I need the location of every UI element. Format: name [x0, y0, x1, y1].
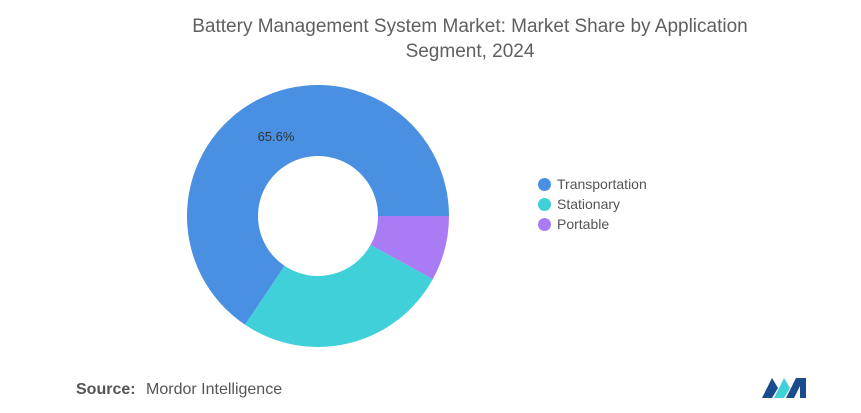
- slice-stationary: [245, 244, 433, 347]
- legend-swatch-transportation: [538, 177, 551, 191]
- slice-transportation: [186, 85, 449, 325]
- source-label: Source:: [76, 381, 136, 398]
- legend-label-transportation: Transportation: [557, 176, 647, 192]
- legend-item-portable: Portable: [538, 214, 647, 234]
- source-text: Mordor Intelligence: [146, 381, 283, 398]
- legend-swatch-portable: [538, 217, 551, 231]
- source-note: Source: Mordor Intelligence: [76, 381, 282, 399]
- legend-item-stationary: Stationary: [538, 194, 647, 214]
- mordor-intelligence-logo-icon: [762, 378, 806, 398]
- legend-item-transportation: Transportation: [538, 174, 647, 194]
- chart-legend: Transportation Stationary Portable: [538, 174, 647, 234]
- legend-label-portable: Portable: [557, 216, 610, 232]
- legend-swatch-stationary: [538, 197, 551, 211]
- legend-label-stationary: Stationary: [557, 196, 621, 212]
- data-label-transportation: 65.6%: [258, 129, 295, 144]
- chart-title: Battery Management System Market: Market…: [192, 16, 748, 62]
- slice-portable: [370, 216, 449, 280]
